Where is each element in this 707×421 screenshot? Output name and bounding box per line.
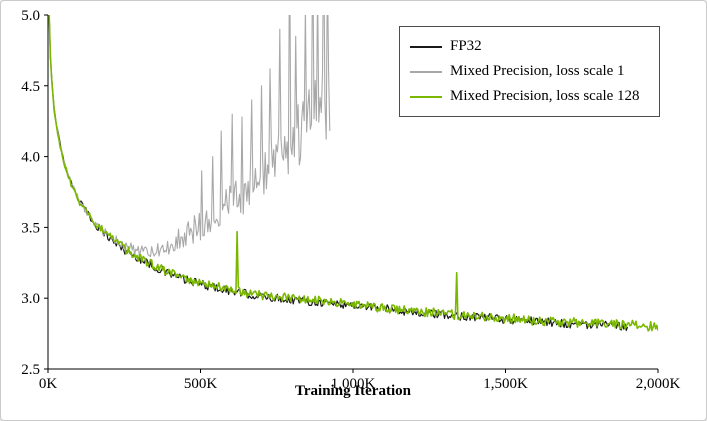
x-tick-label: 2,000K: [636, 376, 681, 392]
legend-item: FP32: [410, 34, 649, 59]
legend-line-sample: [410, 95, 442, 98]
legend-item: Mixed Precision, loss scale 1: [410, 59, 649, 84]
series-line-fp32: [48, 15, 629, 332]
x-axis-title: Training Iteration: [295, 383, 411, 399]
legend-label: Mixed Precision, loss scale 1: [450, 63, 625, 79]
x-tick-label: 1,000K: [331, 376, 376, 392]
legend-line-sample: [410, 45, 442, 48]
x-tick-label: 0K: [39, 376, 58, 392]
legend-label: FP32: [450, 38, 482, 54]
y-tick-label: 4.0: [21, 150, 40, 166]
legend-label: Mixed Precision, loss scale 128: [450, 88, 640, 104]
y-tick-label: 3.5: [21, 220, 40, 236]
y-tick-label: 5.0: [21, 8, 40, 24]
y-tick-label: 3.0: [21, 291, 40, 307]
series-line-mixed-precision-loss-scale-128: [48, 15, 658, 332]
x-tick-label: 1,500K: [483, 376, 528, 392]
y-tick-label: 2.5: [21, 362, 40, 378]
legend-item: Mixed Precision, loss scale 128: [410, 84, 649, 109]
x-tick-label: 500K: [184, 376, 218, 392]
legend: FP32 Mixed Precision, loss scale 1 Mixed P…: [399, 26, 660, 117]
y-tick-label: 4.5: [21, 79, 40, 95]
legend-line-sample: [410, 70, 442, 73]
